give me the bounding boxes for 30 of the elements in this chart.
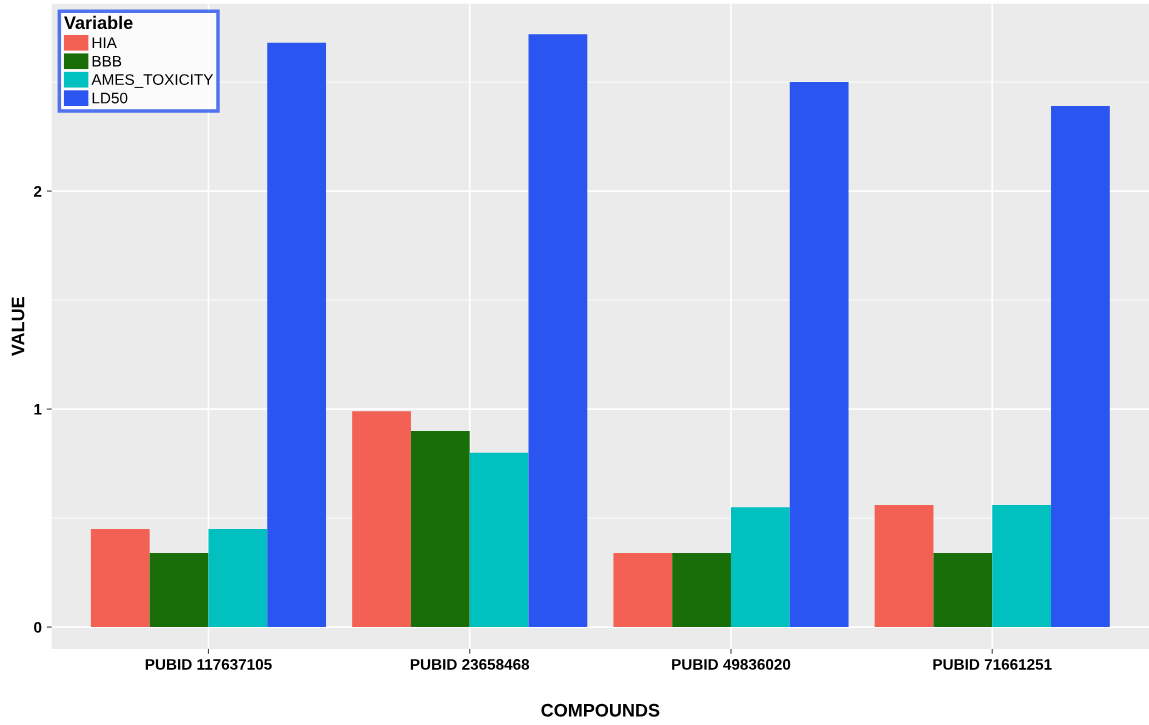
bar [992, 505, 1052, 628]
bar [410, 430, 470, 628]
x-tick-label: PUBID 23658468 [410, 659, 530, 670]
bar [208, 528, 268, 628]
legend-label: LD50 [92, 92, 128, 104]
x-tick-label: PUBID 49836020 [672, 659, 791, 670]
legend-label: AMES_TOXICITY [91, 74, 214, 88]
bar [528, 34, 588, 628]
bar [90, 528, 150, 628]
y-axis-title: VALUE [11, 297, 25, 357]
bar [267, 42, 327, 628]
bar [1051, 106, 1110, 628]
legend-title: Variable [64, 15, 133, 30]
x-tick-label: PUBID 117637105 [145, 659, 272, 670]
y-tick-label: 1 [34, 404, 42, 415]
bar [613, 552, 673, 628]
legend-label: BBB [92, 55, 122, 67]
y-tick-label: 0 [34, 621, 42, 633]
bar [672, 552, 731, 628]
y-tick-label: 2 [34, 185, 42, 197]
bar [789, 82, 849, 628]
bar [469, 452, 529, 628]
x-axis-title: COMPOUNDS [541, 703, 660, 717]
bar [149, 552, 209, 628]
bar [730, 507, 790, 628]
bar [874, 505, 934, 628]
bar [352, 411, 411, 628]
x-tick-label: PUBID 71661251 [933, 659, 1052, 670]
legend-label: HIA [92, 37, 117, 48]
bar [933, 552, 993, 628]
